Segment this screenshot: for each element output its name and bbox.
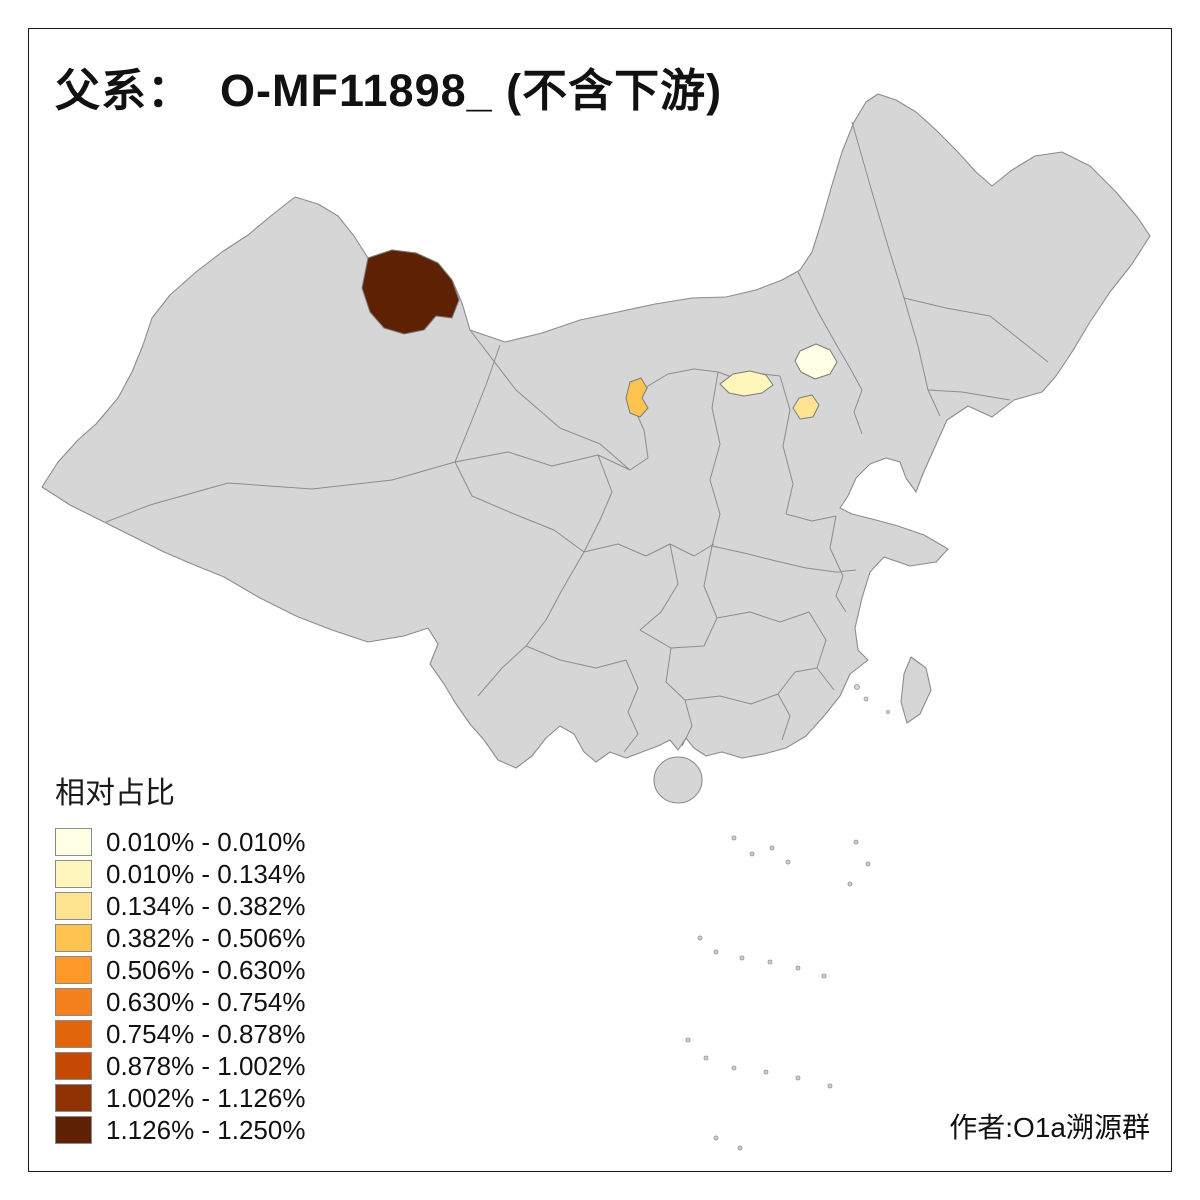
legend-label: 0.630% - 0.754% — [106, 987, 306, 1017]
legend-row: 0.134% - 0.382% — [55, 890, 305, 922]
legend-label: 0.010% - 0.010% — [106, 827, 306, 857]
author-credit: 作者:O1a溯源群 — [949, 1112, 1150, 1143]
coastal-islands — [854, 684, 890, 714]
region-central-hebei — [792, 394, 820, 420]
legend-row: 0.010% - 0.010% — [55, 826, 305, 858]
region-beijing-area — [794, 343, 838, 380]
page-title: 父系： O-MF11898_ (不含下游) — [55, 65, 723, 116]
legend-swatch — [55, 1052, 92, 1080]
hainan-island — [653, 756, 703, 804]
legend-row: 0.010% - 0.134% — [55, 858, 305, 890]
legend-swatch — [55, 988, 92, 1016]
legend-label: 0.382% - 0.506% — [106, 923, 306, 953]
legend-row: 0.506% - 0.630% — [55, 954, 305, 986]
region-north-shanxi — [719, 370, 774, 397]
legend-swatch — [55, 924, 92, 952]
legend-label: 1.002% - 1.126% — [106, 1083, 306, 1113]
legend-label: 0.878% - 1.002% — [106, 1051, 306, 1081]
legend-row: 0.382% - 0.506% — [55, 922, 305, 954]
legend-label: 0.506% - 0.630% — [106, 955, 306, 985]
south-china-sea-islands — [685, 835, 871, 1151]
mainland-china — [41, 93, 1151, 769]
legend-label: 0.754% - 0.878% — [106, 1019, 306, 1049]
province-borders — [105, 121, 1049, 753]
legend-swatch — [55, 1116, 92, 1144]
legend-swatch — [55, 892, 92, 920]
legend-row: 0.630% - 0.754% — [55, 986, 305, 1018]
region-ningxia — [625, 377, 649, 418]
legend-label: 0.134% - 0.382% — [106, 891, 306, 921]
legend-label: 0.010% - 0.134% — [106, 859, 306, 889]
region-northwest-xinjiang — [361, 249, 460, 335]
legend-row: 1.126% - 1.250% — [55, 1114, 305, 1146]
taiwan-island — [900, 656, 932, 724]
legend-swatch — [55, 1020, 92, 1048]
legend-swatch — [55, 1084, 92, 1112]
legend-swatch — [55, 828, 92, 856]
legend-label: 1.126% - 1.250% — [106, 1115, 306, 1145]
legend: 相对占比 0.010% - 0.010% 0.010% - 0.134% 0.1… — [55, 768, 305, 1146]
legend-row: 0.878% - 1.002% — [55, 1050, 305, 1082]
legend-swatch — [55, 956, 92, 984]
legend-title: 相对占比 — [55, 777, 175, 810]
legend-swatch — [55, 860, 92, 888]
legend-row: 1.002% - 1.126% — [55, 1082, 305, 1114]
legend-row: 0.754% - 0.878% — [55, 1018, 305, 1050]
